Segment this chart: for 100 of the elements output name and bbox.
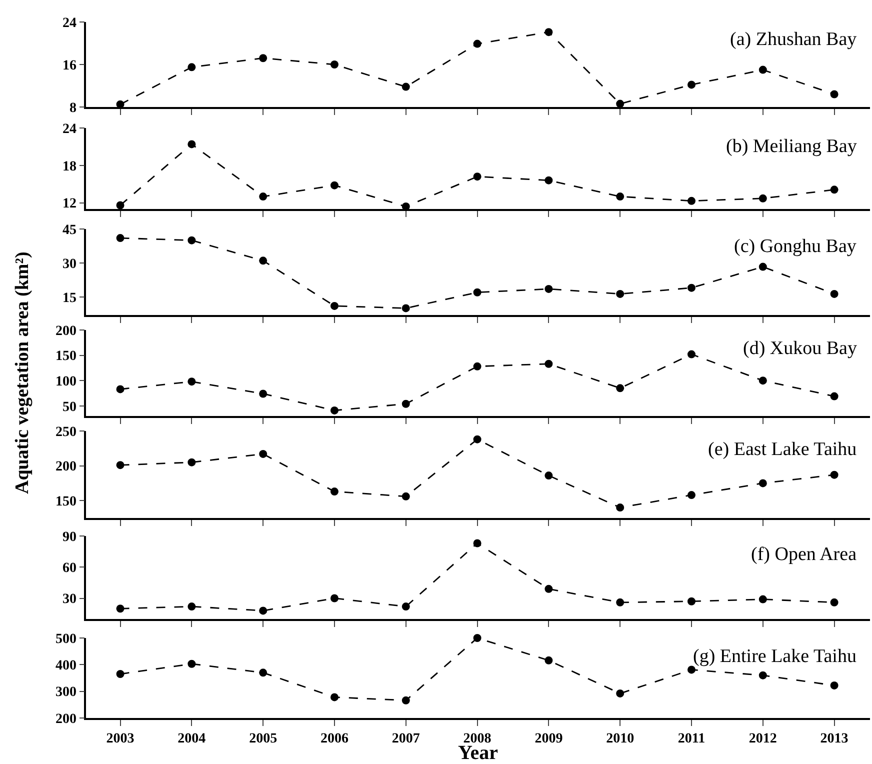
y-tick-label: 200 [55, 324, 76, 339]
y-tick-label: 30 [62, 592, 76, 608]
chart-title: (a) Zhushan Bay [730, 29, 858, 50]
point [758, 66, 767, 74]
point [687, 597, 696, 606]
point [402, 696, 410, 704]
point [687, 666, 696, 674]
point [687, 350, 696, 358]
point [544, 584, 553, 593]
point [259, 390, 268, 398]
point [830, 598, 838, 606]
point [687, 491, 696, 500]
y-tick-label: 50 [62, 400, 76, 415]
y-tick-label: 500 [55, 632, 76, 647]
point [616, 100, 624, 108]
point [616, 290, 624, 298]
y-tick-label: 12 [62, 196, 76, 212]
point [259, 606, 268, 615]
point [402, 602, 410, 611]
chart-title: (g) Entire Lake Taihu [693, 646, 857, 667]
x-tick-label: 2005 [249, 732, 278, 747]
point [758, 194, 767, 202]
point [402, 304, 410, 312]
x-tick-label: 2007 [392, 732, 420, 747]
point [544, 472, 553, 480]
y-tick-label: 24 [62, 122, 76, 137]
point [616, 598, 624, 606]
point [259, 668, 268, 677]
point [330, 406, 338, 414]
x-tick-label: 2011 [678, 732, 706, 747]
point [330, 594, 338, 602]
point [616, 384, 624, 392]
x-tick-label: 2012 [748, 732, 777, 747]
point [758, 262, 767, 271]
y-tick-label: 30 [62, 256, 76, 272]
point [830, 290, 838, 298]
point [544, 360, 553, 368]
point [758, 595, 767, 604]
point [687, 80, 696, 89]
point [116, 385, 124, 394]
y-tick-label: 300 [55, 685, 76, 700]
point [330, 302, 338, 310]
point [188, 660, 196, 668]
chart-title: (e) East Lake Taihu [708, 439, 858, 460]
point [116, 461, 124, 470]
point [116, 604, 124, 613]
point [259, 192, 268, 201]
point [544, 284, 553, 293]
y-tick-label: 250 [55, 424, 76, 440]
x-tick-label: 2003 [106, 732, 134, 747]
point [616, 504, 624, 512]
point [758, 671, 767, 680]
point [473, 40, 482, 48]
point [188, 63, 196, 72]
point [188, 602, 196, 611]
x-tick-label: 2006 [320, 732, 348, 747]
y-axis-title: Aquatic vegetation area (km²) [12, 252, 33, 494]
point [830, 681, 838, 690]
y-tick-label: 24 [62, 16, 76, 31]
chart-title: (d) Xukou Bay [743, 338, 858, 359]
point [116, 670, 124, 678]
point [473, 172, 482, 181]
y-tick-label: 15 [62, 290, 76, 306]
x-tick-label: 2004 [178, 732, 206, 747]
point [758, 479, 767, 488]
point [616, 689, 624, 698]
point [330, 181, 338, 190]
point [473, 539, 482, 548]
point [473, 362, 482, 370]
point [188, 378, 196, 386]
y-tick-label: 90 [62, 530, 76, 545]
point [188, 140, 196, 148]
point [830, 186, 838, 194]
point [402, 82, 410, 91]
x-tick-label: 2013 [820, 732, 848, 747]
point [116, 234, 124, 242]
point [259, 256, 268, 265]
point [544, 656, 553, 664]
y-tick-label: 60 [62, 561, 76, 576]
point [830, 470, 838, 479]
point [402, 400, 410, 408]
point [758, 376, 767, 385]
point [544, 28, 553, 36]
chart-title: (f) Open Area [751, 544, 858, 565]
point [473, 288, 482, 296]
y-tick-label: 150 [55, 349, 76, 364]
x-tick-label: 2009 [534, 732, 563, 747]
point [473, 634, 482, 642]
y-tick-label: 200 [55, 460, 76, 475]
point [188, 458, 196, 466]
point [687, 196, 696, 205]
point [402, 492, 410, 500]
point [544, 176, 553, 184]
point [330, 60, 338, 68]
y-tick-label: 45 [62, 222, 76, 238]
y-tick-label: 8 [69, 100, 76, 116]
point [116, 201, 124, 210]
chart-title: (c) Gonghu Bay [734, 236, 857, 257]
point [330, 488, 338, 496]
y-tick-label: 150 [55, 494, 76, 510]
